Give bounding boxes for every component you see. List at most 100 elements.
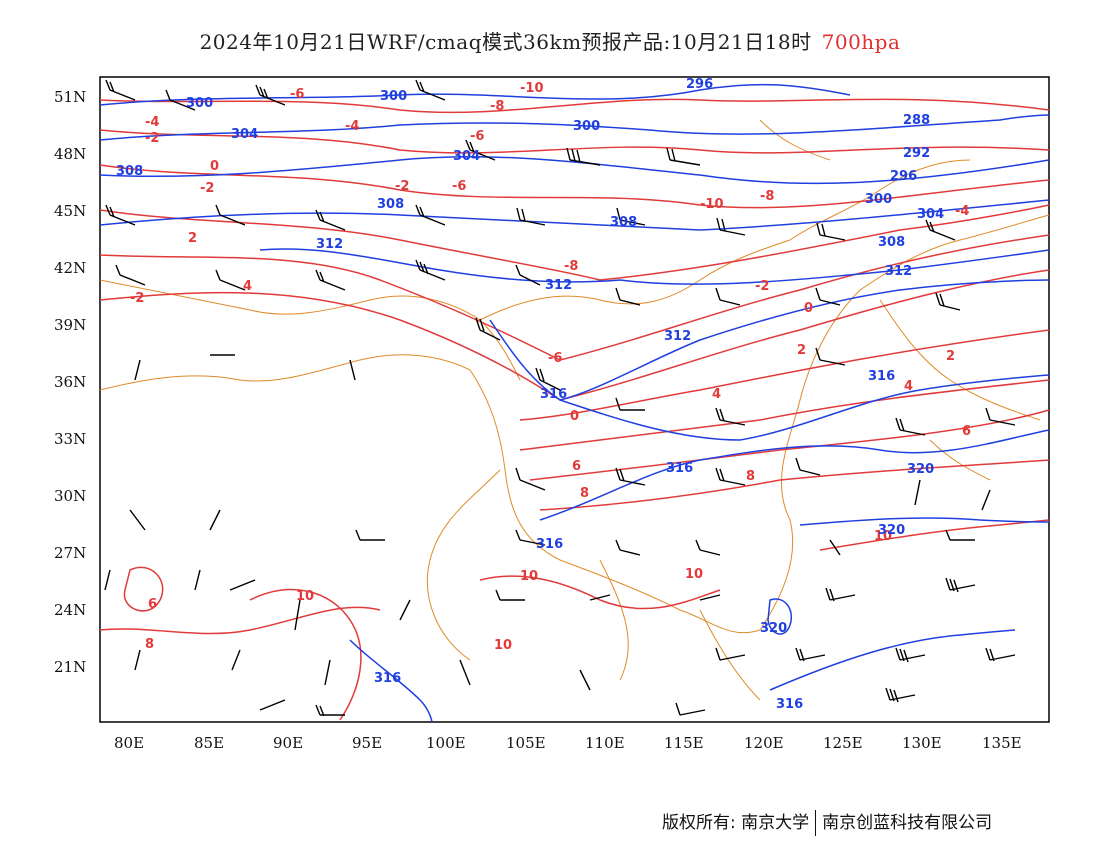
temp-label: 4 xyxy=(243,279,252,294)
temp-label: 8 xyxy=(580,486,589,501)
height-label: 308 xyxy=(377,197,404,212)
lat-label: 24N xyxy=(54,601,86,619)
temp-label: 10 xyxy=(685,567,703,582)
height-label: 316 xyxy=(536,537,563,552)
lon-label: 95E xyxy=(352,734,382,752)
height-label: 300 xyxy=(573,119,600,134)
height-label: 300 xyxy=(186,96,213,111)
temp-label: 6 xyxy=(148,597,157,612)
height-contours xyxy=(99,83,1050,723)
map-frame xyxy=(99,76,1050,723)
latitude-axis: 51N 48N 45N 42N 39N 36N 33N 30N 27N 24N … xyxy=(54,88,86,676)
lon-label: 120E xyxy=(744,734,784,752)
temp-label: 8 xyxy=(145,637,154,652)
temperature-label-group: -10 -10 -8 -8 -8 -6 -6 -6 -6 -4 -4 -4 -2… xyxy=(130,81,971,653)
lon-label: 85E xyxy=(194,734,224,752)
height-label: 316 xyxy=(540,387,567,402)
temp-label: -6 xyxy=(470,129,484,144)
temp-label: -10 xyxy=(700,197,724,212)
temp-label: -2 xyxy=(145,131,159,146)
height-label-group: 288 292 296 296 300 300 300 300 304 304 … xyxy=(116,77,944,712)
temp-label: -2 xyxy=(755,279,769,294)
lon-label: 105E xyxy=(506,734,546,752)
footer-divider xyxy=(815,810,817,836)
temp-label: -6 xyxy=(452,179,466,194)
temp-label: -6 xyxy=(290,87,304,102)
lat-label: 39N xyxy=(54,316,86,334)
temp-label: -4 xyxy=(145,115,159,130)
temp-label: -2 xyxy=(130,291,144,306)
lon-label: 130E xyxy=(902,734,942,752)
lon-label: 115E xyxy=(664,734,704,752)
height-label: 320 xyxy=(760,621,787,636)
temp-label: -8 xyxy=(490,99,504,114)
height-label: 312 xyxy=(316,237,343,252)
lon-label: 110E xyxy=(585,734,625,752)
temp-label: 4 xyxy=(904,379,913,394)
temp-label: 6 xyxy=(962,424,971,439)
lat-label: 30N xyxy=(54,487,86,505)
copyright-right: 南京创蓝科技有限公司 xyxy=(822,813,993,833)
lat-label: 42N xyxy=(54,259,86,277)
height-label: 304 xyxy=(231,127,258,142)
copyright-left: 版权所有: 南京大学 xyxy=(662,813,810,833)
temp-label: -2 xyxy=(395,179,409,194)
longitude-axis: 80E 85E 90E 95E 100E 105E 110E 115E 120E… xyxy=(114,734,1022,752)
temp-label: 0 xyxy=(570,409,579,424)
height-label: 304 xyxy=(917,207,944,222)
height-label: 292 xyxy=(903,146,930,161)
temp-label: 6 xyxy=(572,459,581,474)
lat-label: 21N xyxy=(54,658,86,676)
temp-label: 0 xyxy=(210,159,219,174)
height-label: 296 xyxy=(890,169,917,184)
height-label: 316 xyxy=(776,697,803,712)
height-label: 312 xyxy=(885,264,912,279)
lat-label: 33N xyxy=(54,430,86,448)
temp-label: 10 xyxy=(874,529,892,544)
title-main: 2024年10月21日WRF/cmaq模式36km预报产品:10月21日18时 xyxy=(199,30,812,54)
height-label: 312 xyxy=(664,329,691,344)
height-label: 308 xyxy=(878,235,905,250)
height-label: 308 xyxy=(610,215,637,230)
temp-label: -6 xyxy=(548,351,562,366)
temp-label: 2 xyxy=(188,231,197,246)
temp-label: 0 xyxy=(804,301,813,316)
temp-label: 10 xyxy=(296,589,314,604)
temp-label: 2 xyxy=(797,343,806,358)
height-label: 288 xyxy=(903,113,930,128)
temp-label: -10 xyxy=(520,81,544,96)
title-level: 700hpa xyxy=(821,30,901,54)
lon-label: 125E xyxy=(823,734,863,752)
wind-barbs xyxy=(104,79,1016,717)
height-label: 296 xyxy=(686,77,713,92)
lat-label: 48N xyxy=(54,145,86,163)
temp-label: -2 xyxy=(200,181,214,196)
chart-title: 2024年10月21日WRF/cmaq模式36km预报产品:10月21日18时 7… xyxy=(0,26,1100,55)
lon-label: 100E xyxy=(426,734,466,752)
height-label: 308 xyxy=(116,164,143,179)
lat-label: 36N xyxy=(54,373,86,391)
height-label: 320 xyxy=(907,462,934,477)
temp-label: 10 xyxy=(494,638,512,653)
country-borders xyxy=(99,119,1050,701)
temp-label: -4 xyxy=(345,119,359,134)
temp-label: 4 xyxy=(712,387,721,402)
lat-label: 51N xyxy=(54,88,86,106)
temp-label: -8 xyxy=(760,189,774,204)
height-label: 316 xyxy=(374,671,401,686)
height-label: 300 xyxy=(380,89,407,104)
lon-label: 135E xyxy=(982,734,1022,752)
height-label: 300 xyxy=(865,192,892,207)
height-label: 316 xyxy=(666,461,693,476)
height-label: 320 xyxy=(878,523,905,538)
lat-label: 45N xyxy=(54,202,86,220)
temp-label: 8 xyxy=(746,469,755,484)
lon-label: 90E xyxy=(273,734,303,752)
temp-label: 10 xyxy=(520,569,538,584)
temp-label: 2 xyxy=(946,349,955,364)
temp-label: -8 xyxy=(564,259,578,274)
height-label: 304 xyxy=(453,149,480,164)
temp-label: -4 xyxy=(955,204,969,219)
lon-label: 80E xyxy=(114,734,144,752)
